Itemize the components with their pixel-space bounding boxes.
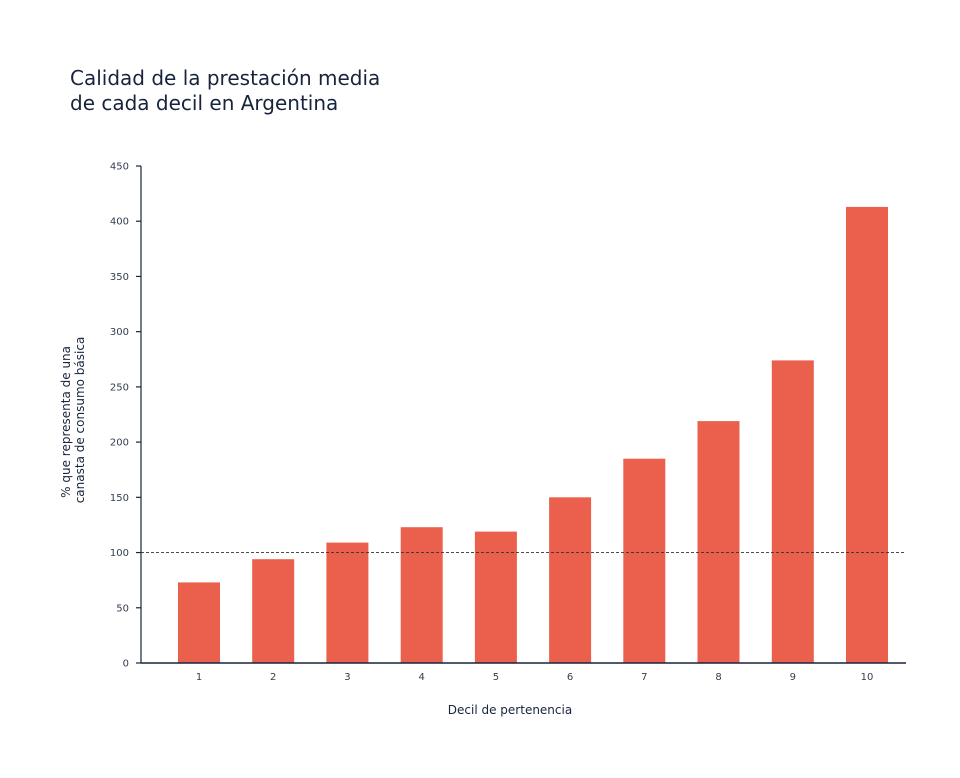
chart-title-line-2: de cada decil en Argentina [70,91,339,115]
y-tick-label-200: 200 [110,438,129,449]
y-axis-label-line-1: % que representa de una [59,346,73,498]
x-tick-label-4: 4 [418,672,424,683]
bar-decil-1 [178,582,220,663]
y-tick-label-350: 350 [110,272,129,283]
x-tick-label-3: 3 [344,672,350,683]
x-tick-label-5: 5 [493,672,499,683]
bars-layer [178,206,888,663]
bar-decil-5 [474,531,517,663]
bar-decil-7 [623,458,666,663]
x-tick-label-6: 6 [567,672,573,683]
chart-title: Calidad de la prestación media de cada d… [70,66,490,116]
chart-title-line-1: Calidad de la prestación media [70,66,381,90]
x-axis: 1 2 3 4 5 6 7 8 9 10 [141,662,906,683]
bar-decil-10 [846,206,888,663]
y-tick-label-0: 0 [123,659,129,670]
y-tick-label-400: 400 [110,217,129,228]
x-axis-label: Decil de pertenencia [448,703,572,717]
bar-decil-2 [252,559,295,663]
x-tick-label-8: 8 [715,672,721,683]
x-tick-label-2: 2 [270,672,276,683]
x-tick-label-9: 9 [790,672,796,683]
y-tick-label-250: 250 [110,382,129,393]
y-tick-label-300: 300 [110,327,129,338]
y-tick-label-150: 150 [110,493,129,504]
x-tick-label-10: 10 [861,672,874,683]
y-axis-label-line-2: canasta de consumo básica [73,337,87,504]
bar-decil-8 [697,421,740,663]
x-tick-label-7: 7 [641,672,647,683]
bar-decil-6 [549,497,592,663]
y-axis: 0 50 100 150 200 250 300 350 400 450 [110,162,142,670]
y-tick-label-100: 100 [110,548,129,559]
y-tick-label-50: 50 [116,603,129,614]
y-tick-label-450: 450 [110,162,129,173]
bar-decil-9 [771,360,814,663]
bar-decil-3 [326,542,369,663]
x-tick-label-1: 1 [196,672,202,683]
y-axis-label: % que representa de una canasta de consu… [59,337,87,504]
bar-decil-4 [400,527,443,663]
